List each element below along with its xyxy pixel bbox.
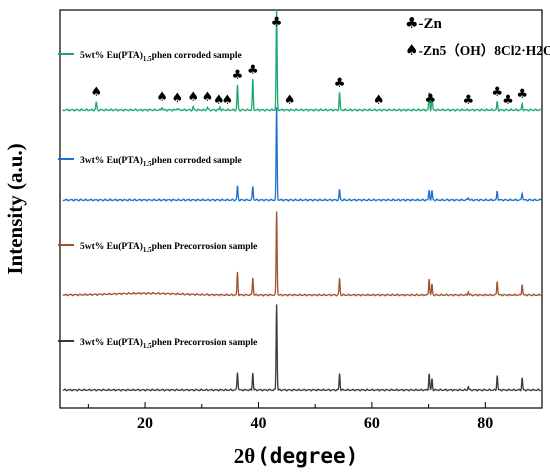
series-label-rest: phen Precorrosion sample <box>152 242 258 252</box>
key-row-zn: ♣-Zn <box>405 14 442 32</box>
series-labels-group: 5wt% Eu(PTA)1.5phen corroded sample3wt% … <box>58 50 257 350</box>
traces-group <box>62 9 542 392</box>
series-label-sub: 1.5 <box>143 55 152 63</box>
club-marker-icon: ♣ <box>502 93 514 108</box>
spade-marker-icon: ♠ <box>373 93 385 108</box>
spade-marker-icon: ♠ <box>284 93 296 108</box>
series-label-sub: 1.5 <box>143 342 152 350</box>
club-marker-icon: ♣ <box>516 87 528 102</box>
club-marker-icon: ♣ <box>424 92 436 107</box>
series-line-3 <box>62 304 542 392</box>
spade-marker-icon: ♠ <box>172 91 184 106</box>
series-label-rest: phen corroded sample <box>152 51 242 61</box>
series-line-0 <box>62 9 542 113</box>
spade-marker-icon: ♠ <box>221 93 233 108</box>
x-axis-symbol: 2θ <box>234 444 256 468</box>
club-marker-icon: ♣ <box>491 85 503 100</box>
spade-marker-icon: ♠ <box>156 90 168 105</box>
key-row-hydroxide: ♠-Zn5（OH）8Cl2·H2O <box>405 41 550 59</box>
spade-marker-icon: ♠ <box>213 93 225 108</box>
key-label-hydroxide: -Zn5（OH）8Cl2·H2O <box>418 43 550 58</box>
spade-key-icon: ♠ <box>405 41 418 59</box>
spade-marker-icon: ♠ <box>187 90 199 105</box>
annotations-group: ♠ ♠ ♠ ♠ ♠ ♠♠♣ ♣♣♠♣♠ ♣ ♣♣♣ ♣ <box>90 15 528 108</box>
y-axis-label: Intensity (a.u.) <box>3 143 27 274</box>
series-line-1 <box>62 107 542 202</box>
x-axis-label: 2θ(degree) <box>234 444 359 468</box>
series-label-sub: 1.5 <box>143 246 152 254</box>
club-marker-icon: ♣ <box>271 15 283 30</box>
x-tick-label: 80 <box>477 415 493 432</box>
series-label-sub: 1.5 <box>143 160 152 168</box>
plot-frame <box>59 9 543 409</box>
club-marker-icon: ♣ <box>232 68 244 83</box>
series-label-1: 3wt% Eu(PTA)1.5phen corroded sample <box>80 155 242 168</box>
club-marker-icon: ♣ <box>247 63 259 78</box>
key-label-zn: -Zn <box>418 16 442 32</box>
series-label-main: 3wt% Eu(PTA) <box>80 337 143 348</box>
series-label-rest: phen corroded sample <box>152 156 242 166</box>
spade-marker-icon: ♠ <box>90 85 102 100</box>
x-tick-label: 60 <box>364 415 380 432</box>
club-marker-icon: ♣ <box>462 93 474 108</box>
series-label-3: 3wt% Eu(PTA)1.5phen Precorrosion sample <box>80 337 257 350</box>
spade-marker-icon: ♠ <box>202 90 214 105</box>
series-label-main: 5wt% Eu(PTA) <box>80 241 143 252</box>
club-marker-icon: ♣ <box>334 76 346 91</box>
series-label-rest: phen Precorrosion sample <box>152 338 258 348</box>
series-line-2 <box>62 211 541 297</box>
series-label-main: 5wt% Eu(PTA) <box>80 50 143 61</box>
club-key-icon: ♣ <box>405 14 418 32</box>
x-tick-label: 20 <box>137 415 153 432</box>
x-tick-label: 40 <box>250 415 266 432</box>
x-ticks-group: 20 40 60 80 <box>87 402 543 432</box>
x-axis-unit: (degree) <box>257 444 358 468</box>
series-label-2: 5wt% Eu(PTA)1.5phen Precorrosion sample <box>80 241 257 254</box>
symbol-key: ♣-Zn♠-Zn5（OH）8Cl2·H2O <box>405 14 550 59</box>
series-label-main: 3wt% Eu(PTA) <box>80 155 143 166</box>
series-label-0: 5wt% Eu(PTA)1.5phen corroded sample <box>80 50 242 63</box>
